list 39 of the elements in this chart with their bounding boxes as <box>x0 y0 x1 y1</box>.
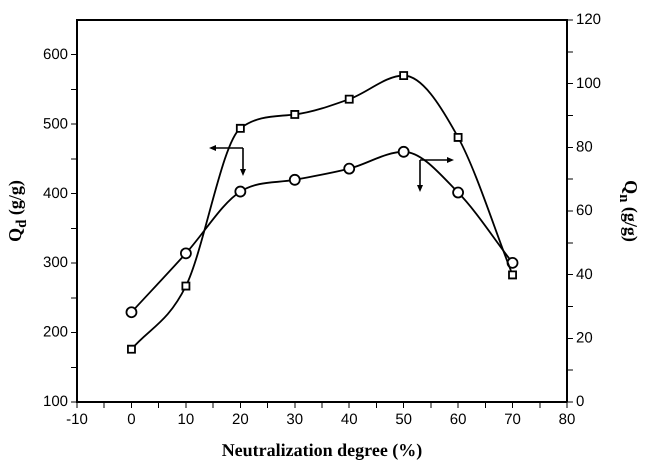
x-axis-title: Neutralization degree (%) <box>222 440 422 461</box>
y-tick-label: 300 <box>42 254 68 272</box>
y2-tick-label: 20 <box>576 329 593 346</box>
y2-tick-label: 120 <box>576 11 602 28</box>
y-tick-label: 600 <box>42 46 68 63</box>
y2-tick-label: 40 <box>576 266 593 283</box>
point <box>180 247 192 260</box>
y-tick-label: 400 <box>42 184 68 202</box>
point <box>181 282 190 290</box>
y-tick-label: 500 <box>42 115 68 132</box>
y-tick-label: 100 <box>42 393 68 410</box>
point <box>236 124 245 133</box>
x-tick-label: 70 <box>504 411 521 428</box>
point <box>343 162 356 175</box>
point <box>290 110 300 119</box>
y2-tick-label: 0 <box>576 393 584 410</box>
x-tick-label: 80 <box>558 411 576 428</box>
point <box>452 186 464 198</box>
point <box>398 146 410 158</box>
x-tick-label: 20 <box>232 411 249 428</box>
x-tick-label: -10 <box>66 411 88 428</box>
x-tick-label: 10 <box>178 411 194 428</box>
point <box>508 270 517 280</box>
y2-tick-label: 100 <box>576 74 602 92</box>
y2-tick-label: 80 <box>576 138 593 156</box>
point <box>399 71 408 80</box>
x-tick-label: 60 <box>450 411 466 428</box>
point <box>288 174 301 186</box>
point <box>454 132 463 142</box>
point <box>127 344 136 354</box>
x-tick-label: 0 <box>127 411 136 428</box>
y2-tick-label: 60 <box>576 202 593 220</box>
x-tick-label: 40 <box>340 411 358 428</box>
y-tick-label: 200 <box>42 324 68 341</box>
point <box>126 306 138 318</box>
x-tick-label: 50 <box>395 411 412 428</box>
point <box>234 186 246 198</box>
x-tick-label: 30 <box>286 411 304 428</box>
point <box>344 94 354 104</box>
